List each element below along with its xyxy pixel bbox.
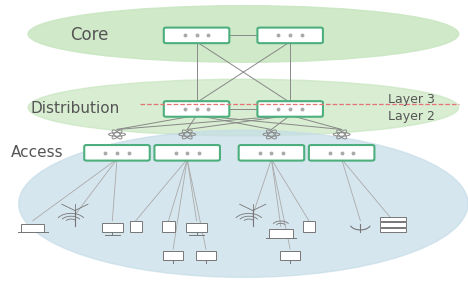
- FancyBboxPatch shape: [163, 251, 183, 260]
- FancyBboxPatch shape: [102, 223, 123, 232]
- FancyBboxPatch shape: [164, 101, 229, 117]
- FancyBboxPatch shape: [130, 221, 142, 232]
- Ellipse shape: [28, 6, 459, 62]
- FancyBboxPatch shape: [162, 221, 175, 232]
- FancyBboxPatch shape: [239, 145, 304, 161]
- FancyBboxPatch shape: [84, 145, 150, 161]
- FancyBboxPatch shape: [269, 229, 292, 238]
- FancyBboxPatch shape: [164, 27, 229, 43]
- Text: Core: Core: [70, 26, 108, 44]
- FancyBboxPatch shape: [380, 216, 406, 221]
- Text: Layer 2: Layer 2: [388, 110, 435, 123]
- FancyBboxPatch shape: [154, 145, 220, 161]
- FancyBboxPatch shape: [257, 101, 323, 117]
- FancyBboxPatch shape: [380, 228, 406, 232]
- FancyBboxPatch shape: [280, 251, 300, 260]
- Text: Distribution: Distribution: [30, 101, 119, 117]
- Text: Layer 3: Layer 3: [388, 93, 435, 106]
- Text: Access: Access: [11, 145, 64, 160]
- FancyBboxPatch shape: [186, 223, 207, 232]
- FancyBboxPatch shape: [309, 145, 374, 161]
- FancyBboxPatch shape: [196, 251, 216, 260]
- FancyBboxPatch shape: [21, 224, 44, 232]
- FancyBboxPatch shape: [303, 221, 315, 232]
- Ellipse shape: [19, 130, 468, 277]
- FancyBboxPatch shape: [380, 222, 406, 226]
- Ellipse shape: [28, 79, 459, 136]
- FancyBboxPatch shape: [257, 27, 323, 43]
